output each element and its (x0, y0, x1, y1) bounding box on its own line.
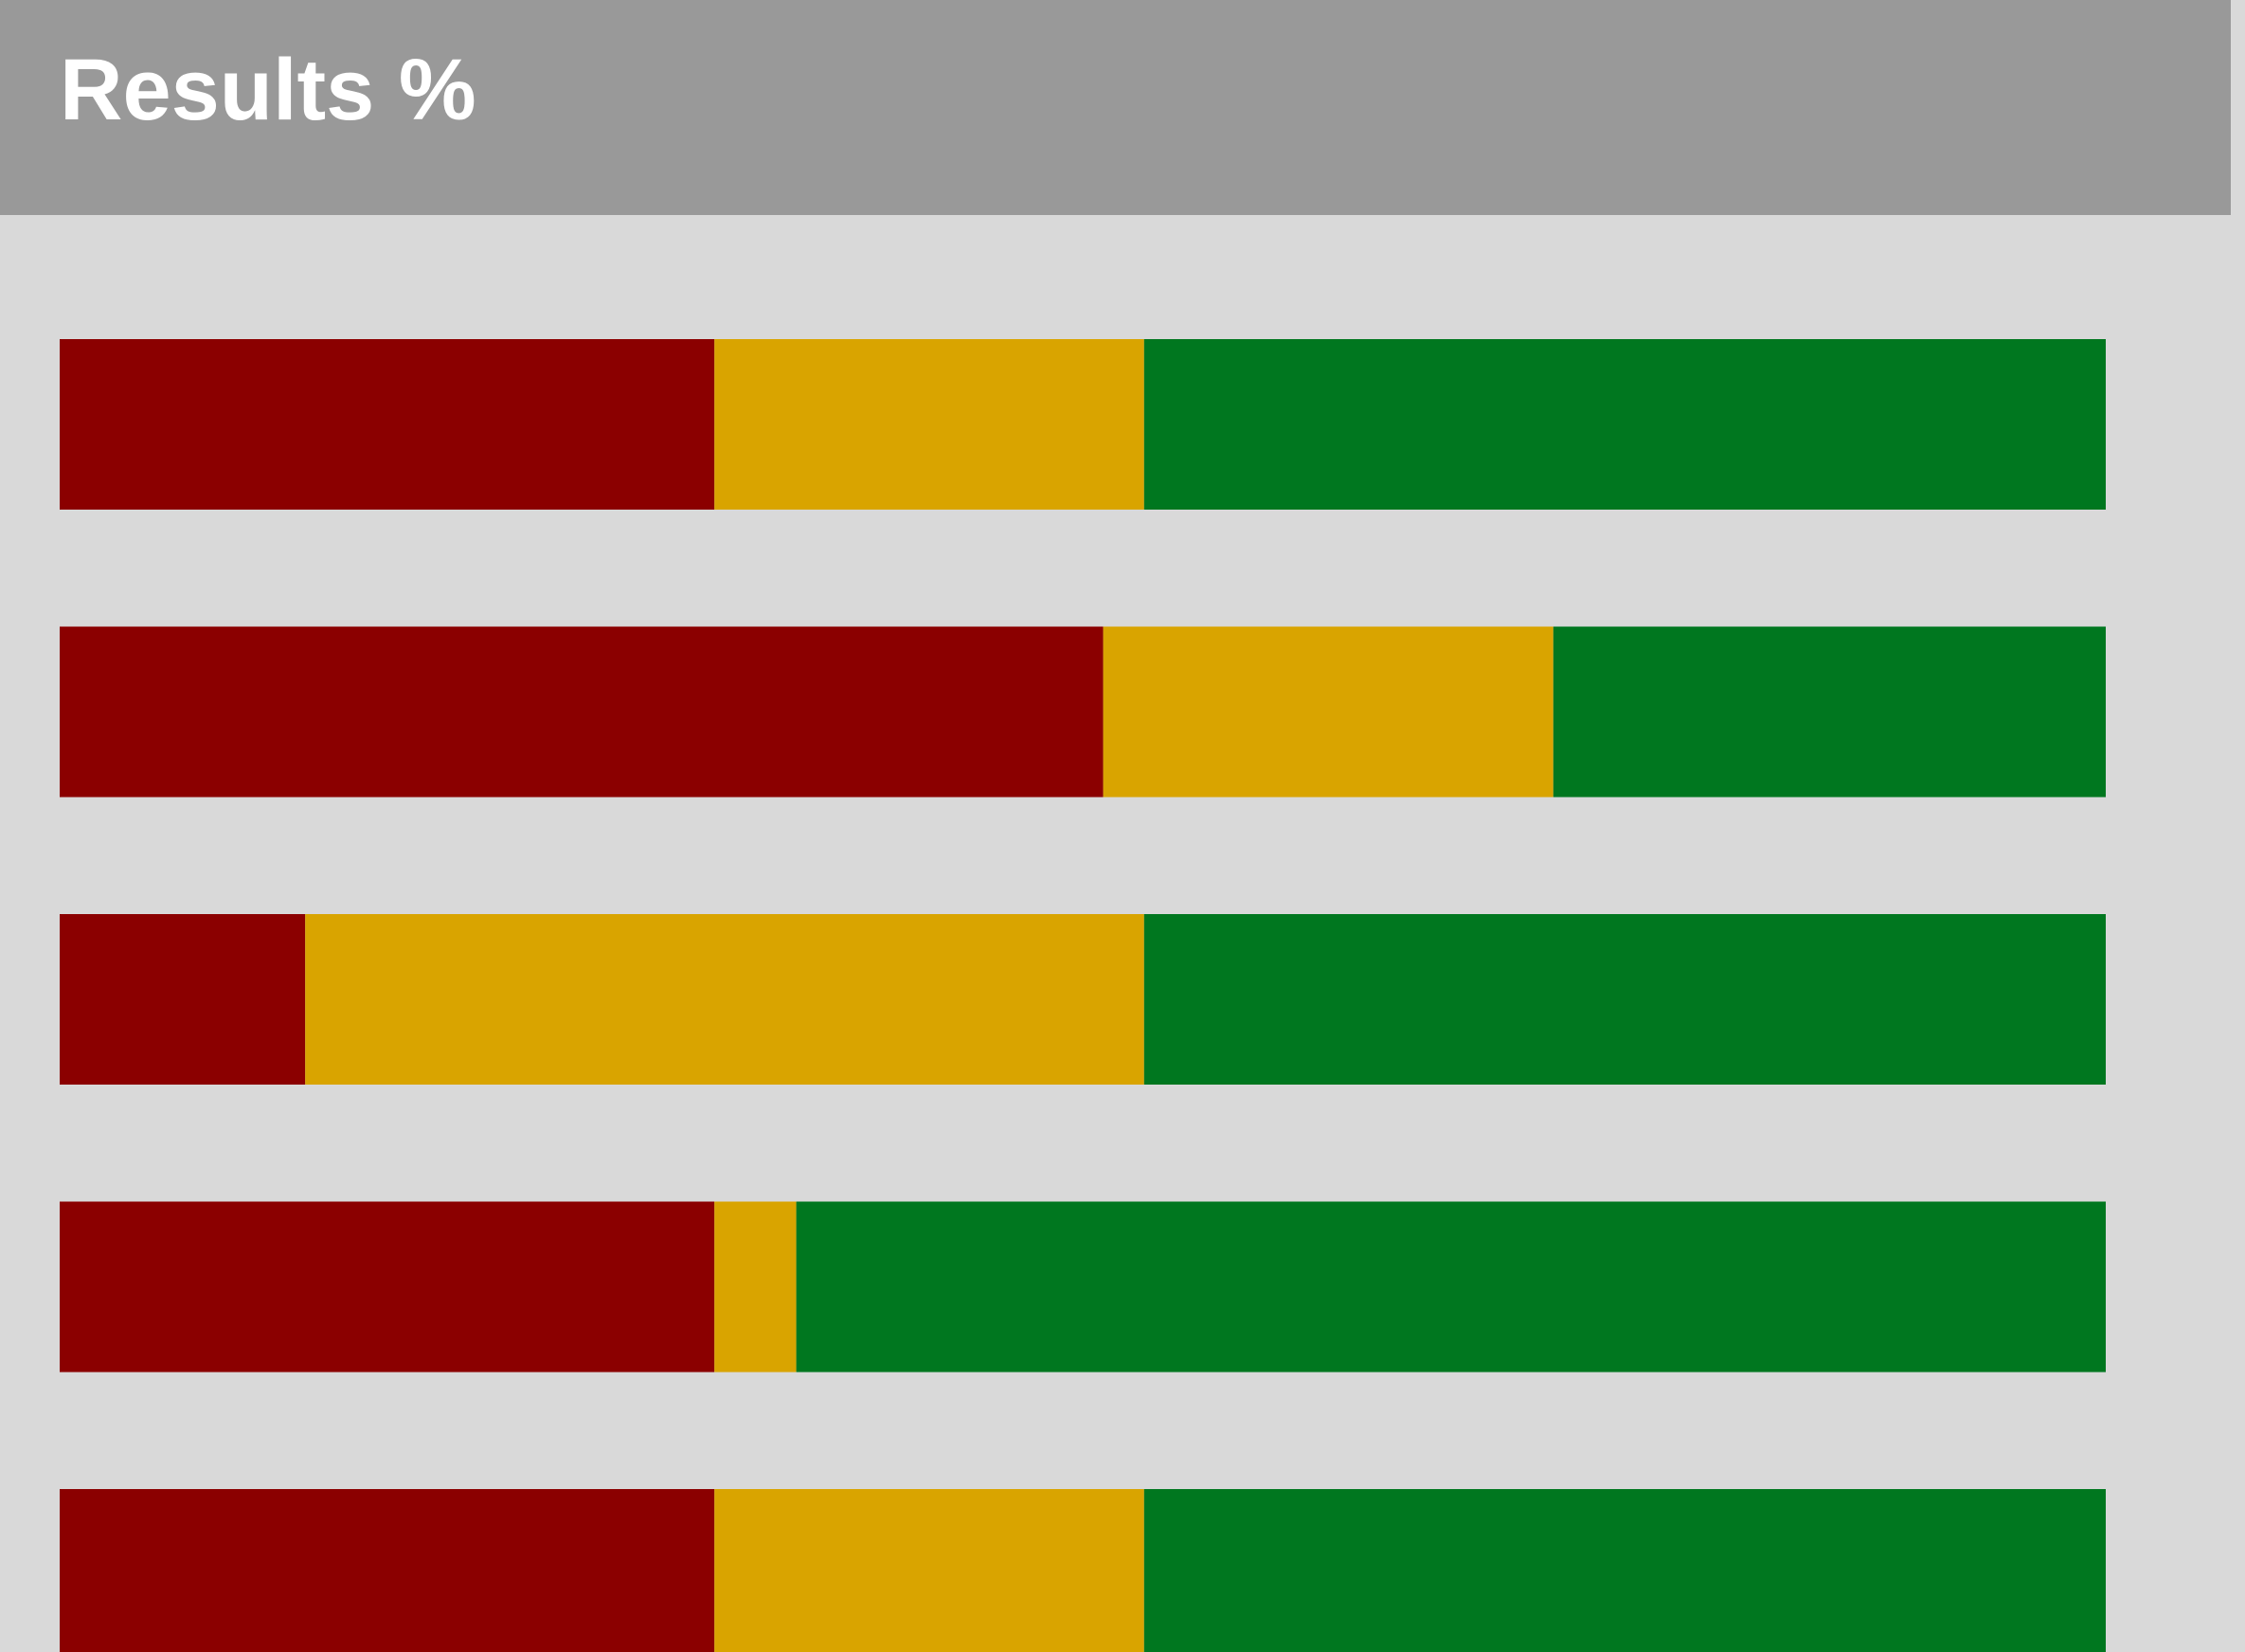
bar-segment (714, 1489, 1144, 1652)
chart-title: Results % (60, 42, 476, 138)
bar-segment (1553, 626, 2106, 798)
bar-segment (1143, 914, 2106, 1085)
header-bar (0, 0, 2231, 215)
bar-segment (714, 339, 1144, 510)
bar-segment (1143, 1489, 2106, 1652)
bar-segment (1143, 339, 2106, 510)
bar-segment (60, 914, 306, 1085)
bar-segment (1103, 626, 1554, 798)
bar-segment (714, 1201, 797, 1373)
bar-segment (60, 1201, 715, 1373)
bar-segment (305, 914, 1144, 1085)
bar-segment (60, 626, 1104, 798)
bar-segment (60, 1489, 715, 1652)
bar-segment (796, 1201, 2106, 1373)
bar-segment (60, 339, 715, 510)
